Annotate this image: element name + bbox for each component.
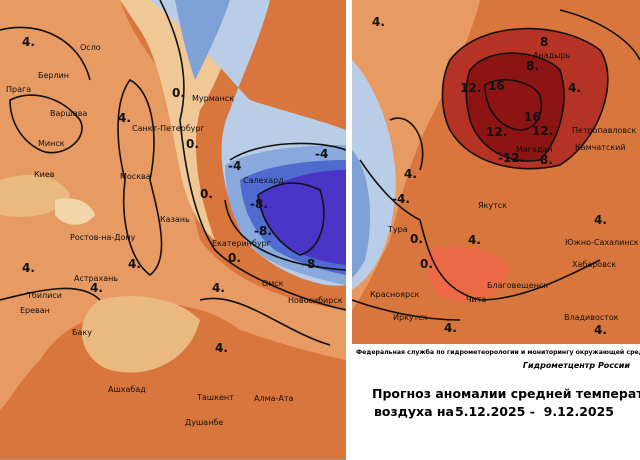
city-label: Магадан	[516, 145, 553, 154]
contour-label: 4.	[22, 35, 35, 49]
contour-label: -8.	[254, 224, 272, 238]
contour-label: 4.	[215, 341, 228, 355]
city-label: Алма-Ата	[254, 394, 294, 403]
city-label: Петропавловск	[572, 126, 637, 135]
city-label: Москва	[120, 172, 151, 181]
contour-label: 4.	[568, 81, 581, 95]
contour-label: 8	[540, 35, 548, 49]
right-map	[352, 0, 640, 344]
left-map	[0, 0, 346, 460]
city-label: Новосибирск	[288, 296, 343, 305]
contour-label: 0.	[410, 232, 423, 246]
contour-label: 4.	[594, 323, 607, 337]
city-label: Красноярск	[370, 290, 419, 299]
city-label: Тура	[387, 225, 408, 234]
agency: Федеральная служба по гидрометеорологии …	[356, 348, 640, 356]
contour-label: 0.	[172, 86, 185, 100]
contour-label: -8.	[302, 257, 320, 271]
city-label: Санкт-Петербург	[132, 124, 205, 133]
contour-label: 8.	[526, 59, 539, 73]
city-label: Мурманск	[192, 94, 234, 103]
contour-label: 4.	[404, 167, 417, 181]
city-label: Благовещенск	[487, 281, 548, 290]
labels: Осло Берлин Прага Варшава Минск Киев Москва Сан…	[6, 15, 639, 427]
contour-label: 0.	[200, 187, 213, 201]
city-label: Ростов-на-Дону	[70, 233, 136, 242]
title-line2: воздуха на	[374, 404, 454, 419]
contour-label: 12.	[532, 124, 553, 138]
city-label: Казань	[160, 215, 190, 224]
city-label: Омск	[262, 279, 284, 288]
city-label: Чита	[466, 295, 486, 304]
contour-label: 4.	[118, 111, 131, 125]
city-label: Камчатский	[575, 143, 626, 152]
dates: 5.12.2025 - 9.12.2025	[455, 404, 614, 419]
contour-label: 16	[524, 110, 541, 124]
contour-label: 4.	[594, 213, 607, 227]
city-label: Варшава	[50, 109, 87, 118]
city-label: Якутск	[478, 201, 507, 210]
contour-label: -4	[228, 159, 241, 173]
contour-label: 0.	[186, 137, 199, 151]
city-label: Ашхабад	[108, 385, 146, 394]
contour-label: 12.	[460, 81, 481, 95]
contour-label: 8.	[540, 153, 553, 167]
city-label: Ереван	[20, 306, 50, 315]
title-line1: Прогноз аномалии средней температуры	[372, 386, 640, 401]
contour-label: 4.	[444, 321, 457, 335]
city-label: Екатеринбург	[212, 239, 271, 248]
city-label: Прага	[6, 85, 31, 94]
contour-label: -4	[315, 147, 328, 161]
city-label: Иркутск	[393, 313, 428, 322]
contour-label: 4.	[212, 281, 225, 295]
contour-label: -4.	[392, 192, 410, 206]
contour-label: 4.	[22, 261, 35, 275]
contour-label: -8.	[250, 197, 268, 211]
contour-label: 4.	[468, 233, 481, 247]
city-label: Хабаровск	[572, 260, 616, 269]
center-name: Гидрометцентр России	[523, 361, 630, 370]
city-label: Салехард	[243, 176, 284, 185]
city-label: Осло	[80, 43, 101, 52]
city-label: Тбилиси	[26, 291, 62, 300]
city-label: Астрахань	[74, 274, 118, 283]
city-label: Южно-Сахалинск	[565, 238, 639, 247]
contour-label: 0.	[420, 257, 433, 271]
city-label: Киев	[34, 170, 55, 179]
contour-label: 12.	[486, 125, 507, 139]
city-label: Ташкент	[196, 393, 234, 402]
contour-label: 4.	[90, 281, 103, 295]
city-label: Баку	[72, 328, 92, 337]
contour-label: -12.	[498, 151, 524, 165]
city-label: Анадырь	[533, 51, 571, 60]
contour-label: 16	[488, 79, 505, 93]
city-label: Владивосток	[564, 313, 619, 322]
contour-label: 0.	[228, 251, 241, 265]
city-label: Берлин	[38, 71, 69, 80]
contour-label: 4.	[128, 257, 141, 271]
contour-label: 4.	[372, 15, 385, 29]
city-label: Минск	[38, 139, 65, 148]
caption-box	[352, 344, 640, 460]
city-label: Душанбе	[185, 418, 223, 427]
